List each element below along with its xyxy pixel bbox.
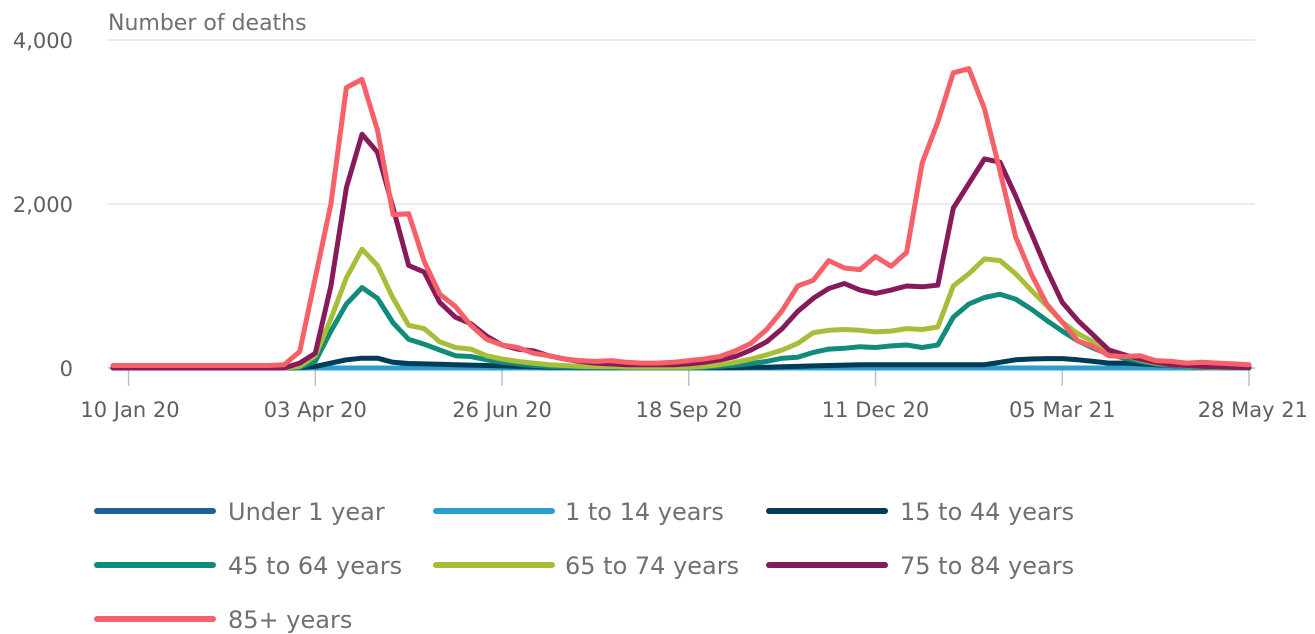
legend-label-3: 45 to 64 years xyxy=(228,552,402,580)
y-axis-tick-labels: 0 2,000 4,000 xyxy=(13,29,73,381)
series-line-6 xyxy=(110,66,1252,368)
x-tick-label: 28 May 21 xyxy=(1198,398,1308,422)
y-tick-label: 2,000 xyxy=(13,193,73,217)
y-tick-label: 0 xyxy=(60,357,73,381)
legend-label-4: 65 to 74 years xyxy=(565,552,739,580)
x-tick-label: 26 Jun 20 xyxy=(452,398,552,422)
legend-label-5: 75 to 84 years xyxy=(900,552,1074,580)
series-lines xyxy=(110,66,1252,371)
legend: Under 1 year 1 to 14 years 15 to 44 years 4… xyxy=(94,498,1074,634)
x-tick-label: 05 Mar 21 xyxy=(1009,398,1115,422)
legend-label-1: 1 to 14 years xyxy=(565,498,724,526)
series-line-3 xyxy=(110,285,1252,371)
x-axis: 10 Jan 20 03 Apr 20 26 Jun 20 18 Sep 20 11 D… xyxy=(80,367,1308,422)
y-tick-label: 4,000 xyxy=(13,29,73,53)
series-line-5 xyxy=(110,131,1252,371)
x-tick-label: 18 Sep 20 xyxy=(636,398,742,422)
legend-label-6: 85+ years xyxy=(228,606,352,634)
legend-label-2: 15 to 44 years xyxy=(900,498,1074,526)
legend-label-0: Under 1 year xyxy=(228,498,385,526)
x-tick-label: 10 Jan 20 xyxy=(80,398,179,422)
gridlines xyxy=(108,39,1255,205)
x-tick-label: 03 Apr 20 xyxy=(264,398,367,422)
y-axis-title: Number of deaths xyxy=(108,11,307,36)
x-tick-label: 11 Dec 20 xyxy=(822,398,929,422)
series-line-4 xyxy=(110,246,1252,371)
